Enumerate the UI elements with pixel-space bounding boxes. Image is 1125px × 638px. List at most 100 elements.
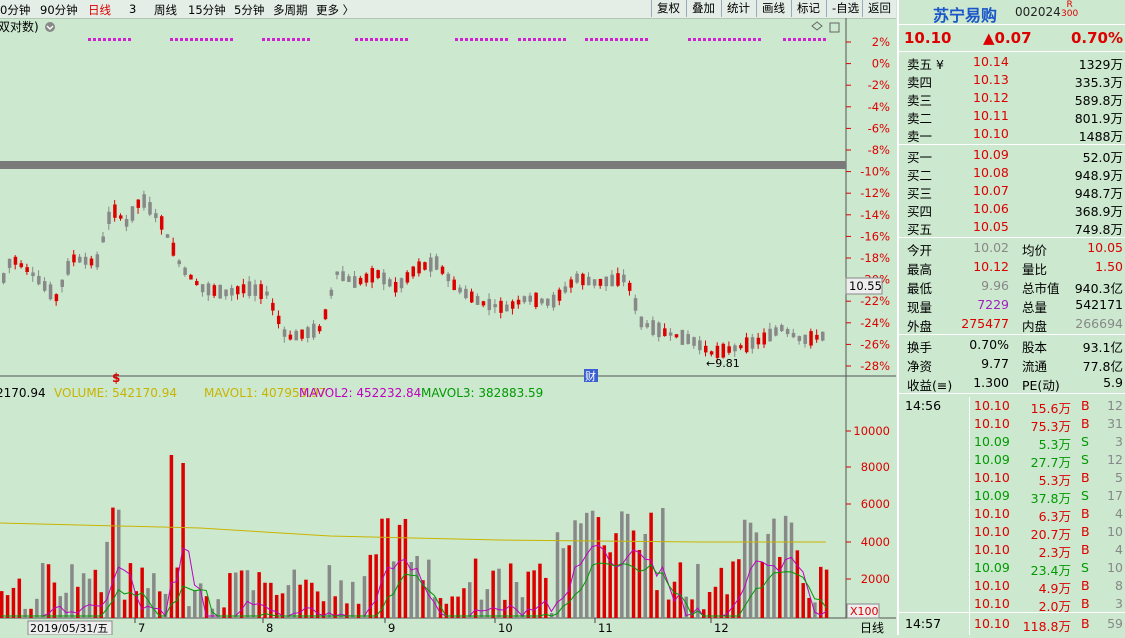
vol-tick-label: 4000	[861, 535, 890, 549]
candle-body	[803, 334, 807, 344]
signal-dot	[465, 38, 468, 41]
kline-chart-area[interactable]: 双对数) 2% 0% -2% -4% -6% -8% -10% -12% -14% -16% -18…	[0, 18, 896, 636]
tick-row[interactable]: 10.09 37.8万 S 17	[899, 487, 1125, 506]
period-tab-7[interactable]: 多周期	[273, 3, 308, 17]
overlay-button[interactable]: 叠加	[686, 0, 720, 17]
finance-mark-box[interactable]	[584, 369, 598, 382]
signal-dot	[788, 38, 791, 41]
signal-dot	[558, 38, 561, 41]
tick-row[interactable]: 14:57 10.10 118.8万 B 59	[899, 615, 1125, 634]
stat-row[interactable]: 最高 10.12 量比 1.50	[899, 258, 1125, 277]
period-tab-5[interactable]: 15分钟	[188, 3, 226, 17]
diamond-icon[interactable]	[811, 21, 823, 31]
fund-row[interactable]: 净资 9.77 流通 77.8亿	[899, 355, 1125, 374]
back-button[interactable]: 返回	[862, 0, 896, 17]
bid-row[interactable]: 买一 10.09 52.0万	[899, 146, 1125, 165]
stat-row[interactable]: 现量 7229 总量 542171	[899, 296, 1125, 315]
period-tab-3[interactable]: 3	[129, 2, 137, 16]
candle-body	[791, 332, 796, 338]
stats-button[interactable]: 统计	[721, 0, 755, 17]
window-icon[interactable]	[829, 22, 840, 33]
volume-bar	[304, 579, 308, 618]
volume-bar	[783, 515, 788, 618]
adjust-button[interactable]: 复权	[651, 0, 685, 17]
tick-row[interactable]: 10.10 75.3万 B 31	[899, 415, 1125, 434]
signal-dot	[297, 38, 300, 41]
ask-row[interactable]: 卖五 ¥ 10.14 1329万	[899, 53, 1125, 72]
period-tab-1[interactable]: 90分钟	[40, 3, 78, 17]
tick-row[interactable]: 10.09 23.4万 S 10	[899, 559, 1125, 578]
fund-row[interactable]: 换手 0.70% 股本 93.1亿	[899, 336, 1125, 355]
ask-row[interactable]: 卖一 10.10 1488万	[899, 125, 1125, 144]
stat-row[interactable]: 今开 10.02 均价 10.05	[899, 239, 1125, 258]
bid-row[interactable]: 买三 10.07 948.7万	[899, 182, 1125, 201]
candle-body	[458, 287, 462, 293]
bid-row[interactable]: 买五 10.05 749.8万	[899, 218, 1125, 237]
volume-bar	[17, 578, 22, 618]
candle-body	[358, 277, 363, 285]
stat-row[interactable]: 外盘 275477 内盘 266694	[899, 315, 1125, 334]
tick-row[interactable]: 10.10 2.3万 B 4	[899, 541, 1125, 560]
volume-bar	[134, 591, 139, 618]
tick-row[interactable]: 10.10 5.3万 B 5	[899, 469, 1125, 488]
mode-dropdown-icon[interactable]	[45, 22, 55, 32]
candle-body	[60, 279, 64, 287]
tick-row[interactable]: 10.10 6.3万 B 4	[899, 505, 1125, 524]
period-tab-2[interactable]: 日线	[88, 3, 111, 17]
volume-bar	[573, 520, 577, 618]
candle-body	[189, 274, 193, 280]
signal-dot	[758, 38, 761, 41]
volume-bar	[409, 562, 413, 618]
remove-watchlist-button[interactable]: -自选	[826, 0, 864, 17]
tick-row[interactable]: 10.10 4.9万 B 8	[899, 577, 1125, 596]
signal-dot	[230, 38, 233, 41]
fund-row[interactable]: 收益(≡) 1.300 PE(动) 5.9	[899, 374, 1125, 393]
candle-body	[236, 286, 240, 295]
tick-row[interactable]: 10.09 27.7万 S 12	[899, 451, 1125, 470]
candle-body	[66, 260, 70, 275]
fund-label: 净资	[907, 359, 933, 374]
tick-row[interactable]: 10.10 20.7万 B 10	[899, 523, 1125, 542]
tick-row[interactable]: 10.10 2.0万 B 3	[899, 595, 1125, 614]
candle-body	[423, 262, 427, 270]
bid-row[interactable]: 买四 10.06 368.9万	[899, 200, 1125, 219]
stock-name[interactable]: 苏宁易购	[933, 6, 998, 25]
candle-body	[72, 254, 76, 263]
period-tab-8[interactable]: 更多 〉	[316, 3, 355, 17]
signal-dot	[528, 38, 531, 41]
candle-body	[815, 334, 819, 340]
period-tab-6[interactable]: 5分钟	[234, 3, 265, 17]
tick-row[interactable]: 14:56 10.10 15.6万 B 12	[899, 397, 1125, 416]
period-tab-4[interactable]: 周线	[154, 3, 177, 17]
ask-row[interactable]: 卖四 10.13 335.3万	[899, 71, 1125, 90]
ask-volume: 335.3万	[1074, 75, 1123, 90]
period-tab-0[interactable]: 0分钟	[0, 3, 31, 17]
ask-row[interactable]: 卖二 10.11 801.9万	[899, 107, 1125, 126]
tick-count: 12	[1107, 452, 1123, 467]
tick-count: 31	[1107, 416, 1123, 431]
candle-body	[183, 267, 187, 275]
candle-body	[587, 276, 591, 286]
kline-chart[interactable]: 双对数) 2% 0% -2% -4% -6% -8% -10% -12% -14% -16% -18…	[0, 18, 896, 636]
tick-time: 14:57	[905, 616, 942, 631]
volume-bar	[403, 518, 408, 618]
dividend-mark[interactable]: $	[112, 371, 120, 385]
bid-row[interactable]: 买二 10.08 948.9万	[899, 164, 1125, 183]
tick-direction: S	[1081, 488, 1089, 503]
tick-price: 10.10	[974, 542, 1010, 557]
stat-row[interactable]: 最低 9.96 总市值 940.3亿	[899, 277, 1125, 296]
tick-row[interactable]: 10.09 5.3万 S 3	[899, 433, 1125, 452]
y-tick-label: -24%	[860, 316, 890, 330]
finance-mark[interactable]: 财	[585, 369, 596, 383]
bid-volume: 749.8万	[1074, 222, 1123, 237]
ask-row[interactable]: 卖三 10.12 589.8万	[899, 89, 1125, 108]
draw-line-button[interactable]: 画线	[756, 0, 790, 17]
candle-body	[680, 329, 685, 345]
signal-dot	[798, 38, 801, 41]
mark-button[interactable]: 标记	[791, 0, 825, 17]
signal-dot	[282, 38, 285, 41]
candle-body	[7, 258, 12, 268]
signal-dot	[803, 38, 806, 41]
tick-price: 10.09	[974, 434, 1010, 449]
fund-label: 流通	[1022, 359, 1048, 374]
